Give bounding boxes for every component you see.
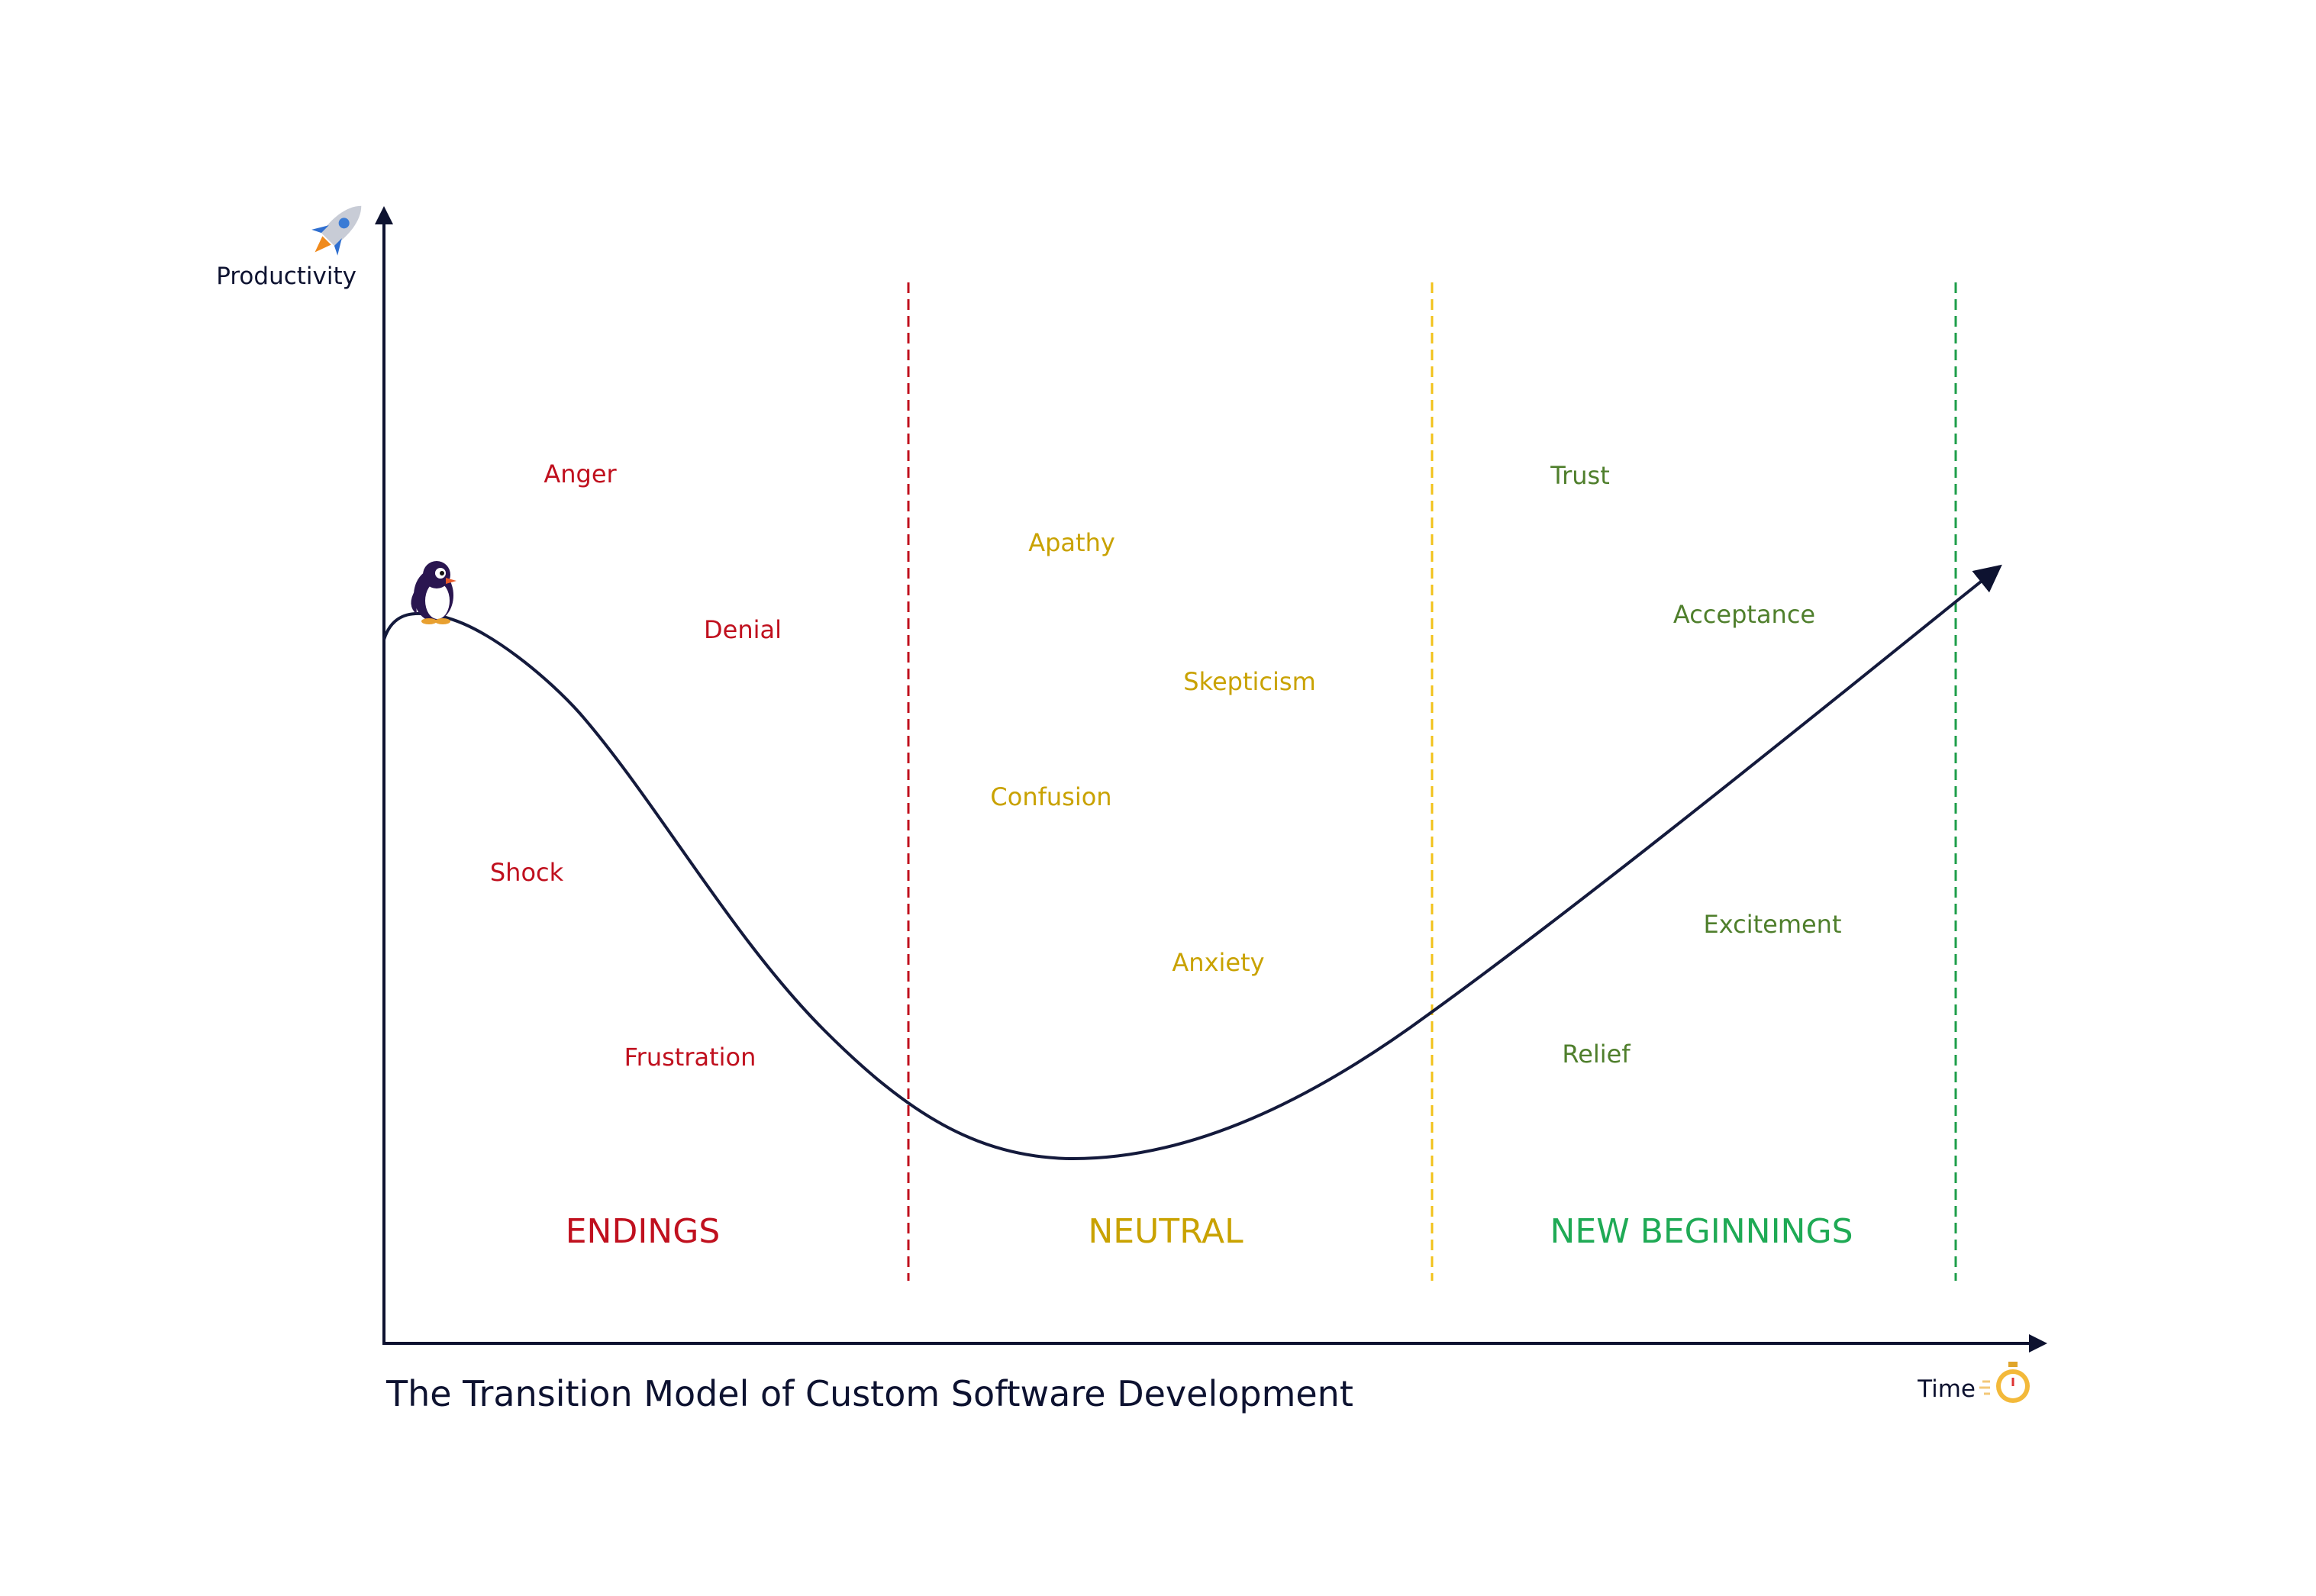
emotion-skepticism: Skepticism	[1183, 667, 1315, 696]
phase-label-endings: ENDINGS	[566, 1212, 721, 1251]
emotion-denial: Denial	[704, 615, 782, 644]
stopwatch-icon	[1979, 1362, 2030, 1403]
y-axis	[375, 206, 393, 1345]
x-axis	[382, 1334, 2047, 1353]
emotion-excitement: Excitement	[1704, 910, 1842, 939]
diagram-title: The Transition Model of Custom Software …	[385, 1373, 1353, 1414]
emotion-trust: Trust	[1550, 461, 1610, 490]
emotion-confusion: Confusion	[990, 782, 1111, 811]
productivity-curve	[382, 564, 2002, 1161]
emotion-anxiety: Anxiety	[1172, 948, 1264, 977]
emotion-frustration: Frustration	[624, 1043, 756, 1072]
penguin-icon	[411, 561, 456, 624]
rocket-icon	[311, 205, 362, 256]
emotion-shock: Shock	[490, 858, 564, 887]
phase-label-new-beginnings: NEW BEGINNINGS	[1550, 1212, 1853, 1251]
x-axis-label: Time	[1917, 1375, 1976, 1403]
emotion-apathy: Apathy	[1028, 528, 1115, 557]
y-axis-label: Productivity	[216, 263, 356, 290]
emotion-acceptance: Acceptance	[1673, 600, 1815, 629]
emotion-anger: Anger	[544, 459, 617, 488]
phase-label-neutral: NEUTRAL	[1088, 1212, 1243, 1251]
emotion-relief: Relief	[1562, 1040, 1631, 1069]
